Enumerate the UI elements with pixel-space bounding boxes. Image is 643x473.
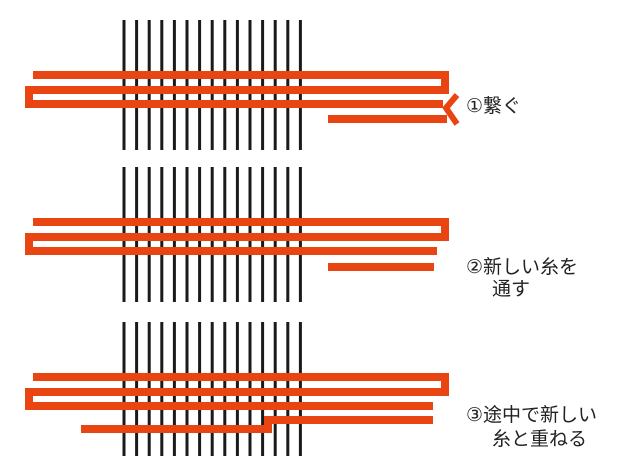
step-1-label: ①繋ぐ (466, 95, 522, 117)
panel-2-pass (25, 218, 449, 271)
old-thread-loop (25, 373, 449, 410)
step-3-label-line-1: ③途中で新しい (466, 404, 598, 426)
panel-1-join (25, 71, 460, 126)
step-2-label-line-2: 通す (492, 278, 531, 300)
old-thread-loop (25, 71, 449, 108)
old-thread-loop (25, 218, 449, 255)
step-2-label-line-1: ②新しい糸を (466, 256, 579, 278)
panel-3-overlap (25, 373, 449, 433)
new-thread-loop (81, 416, 433, 433)
step-3-label-line-2: 糸と重ねる (492, 428, 588, 450)
knot-mark (442, 93, 460, 126)
